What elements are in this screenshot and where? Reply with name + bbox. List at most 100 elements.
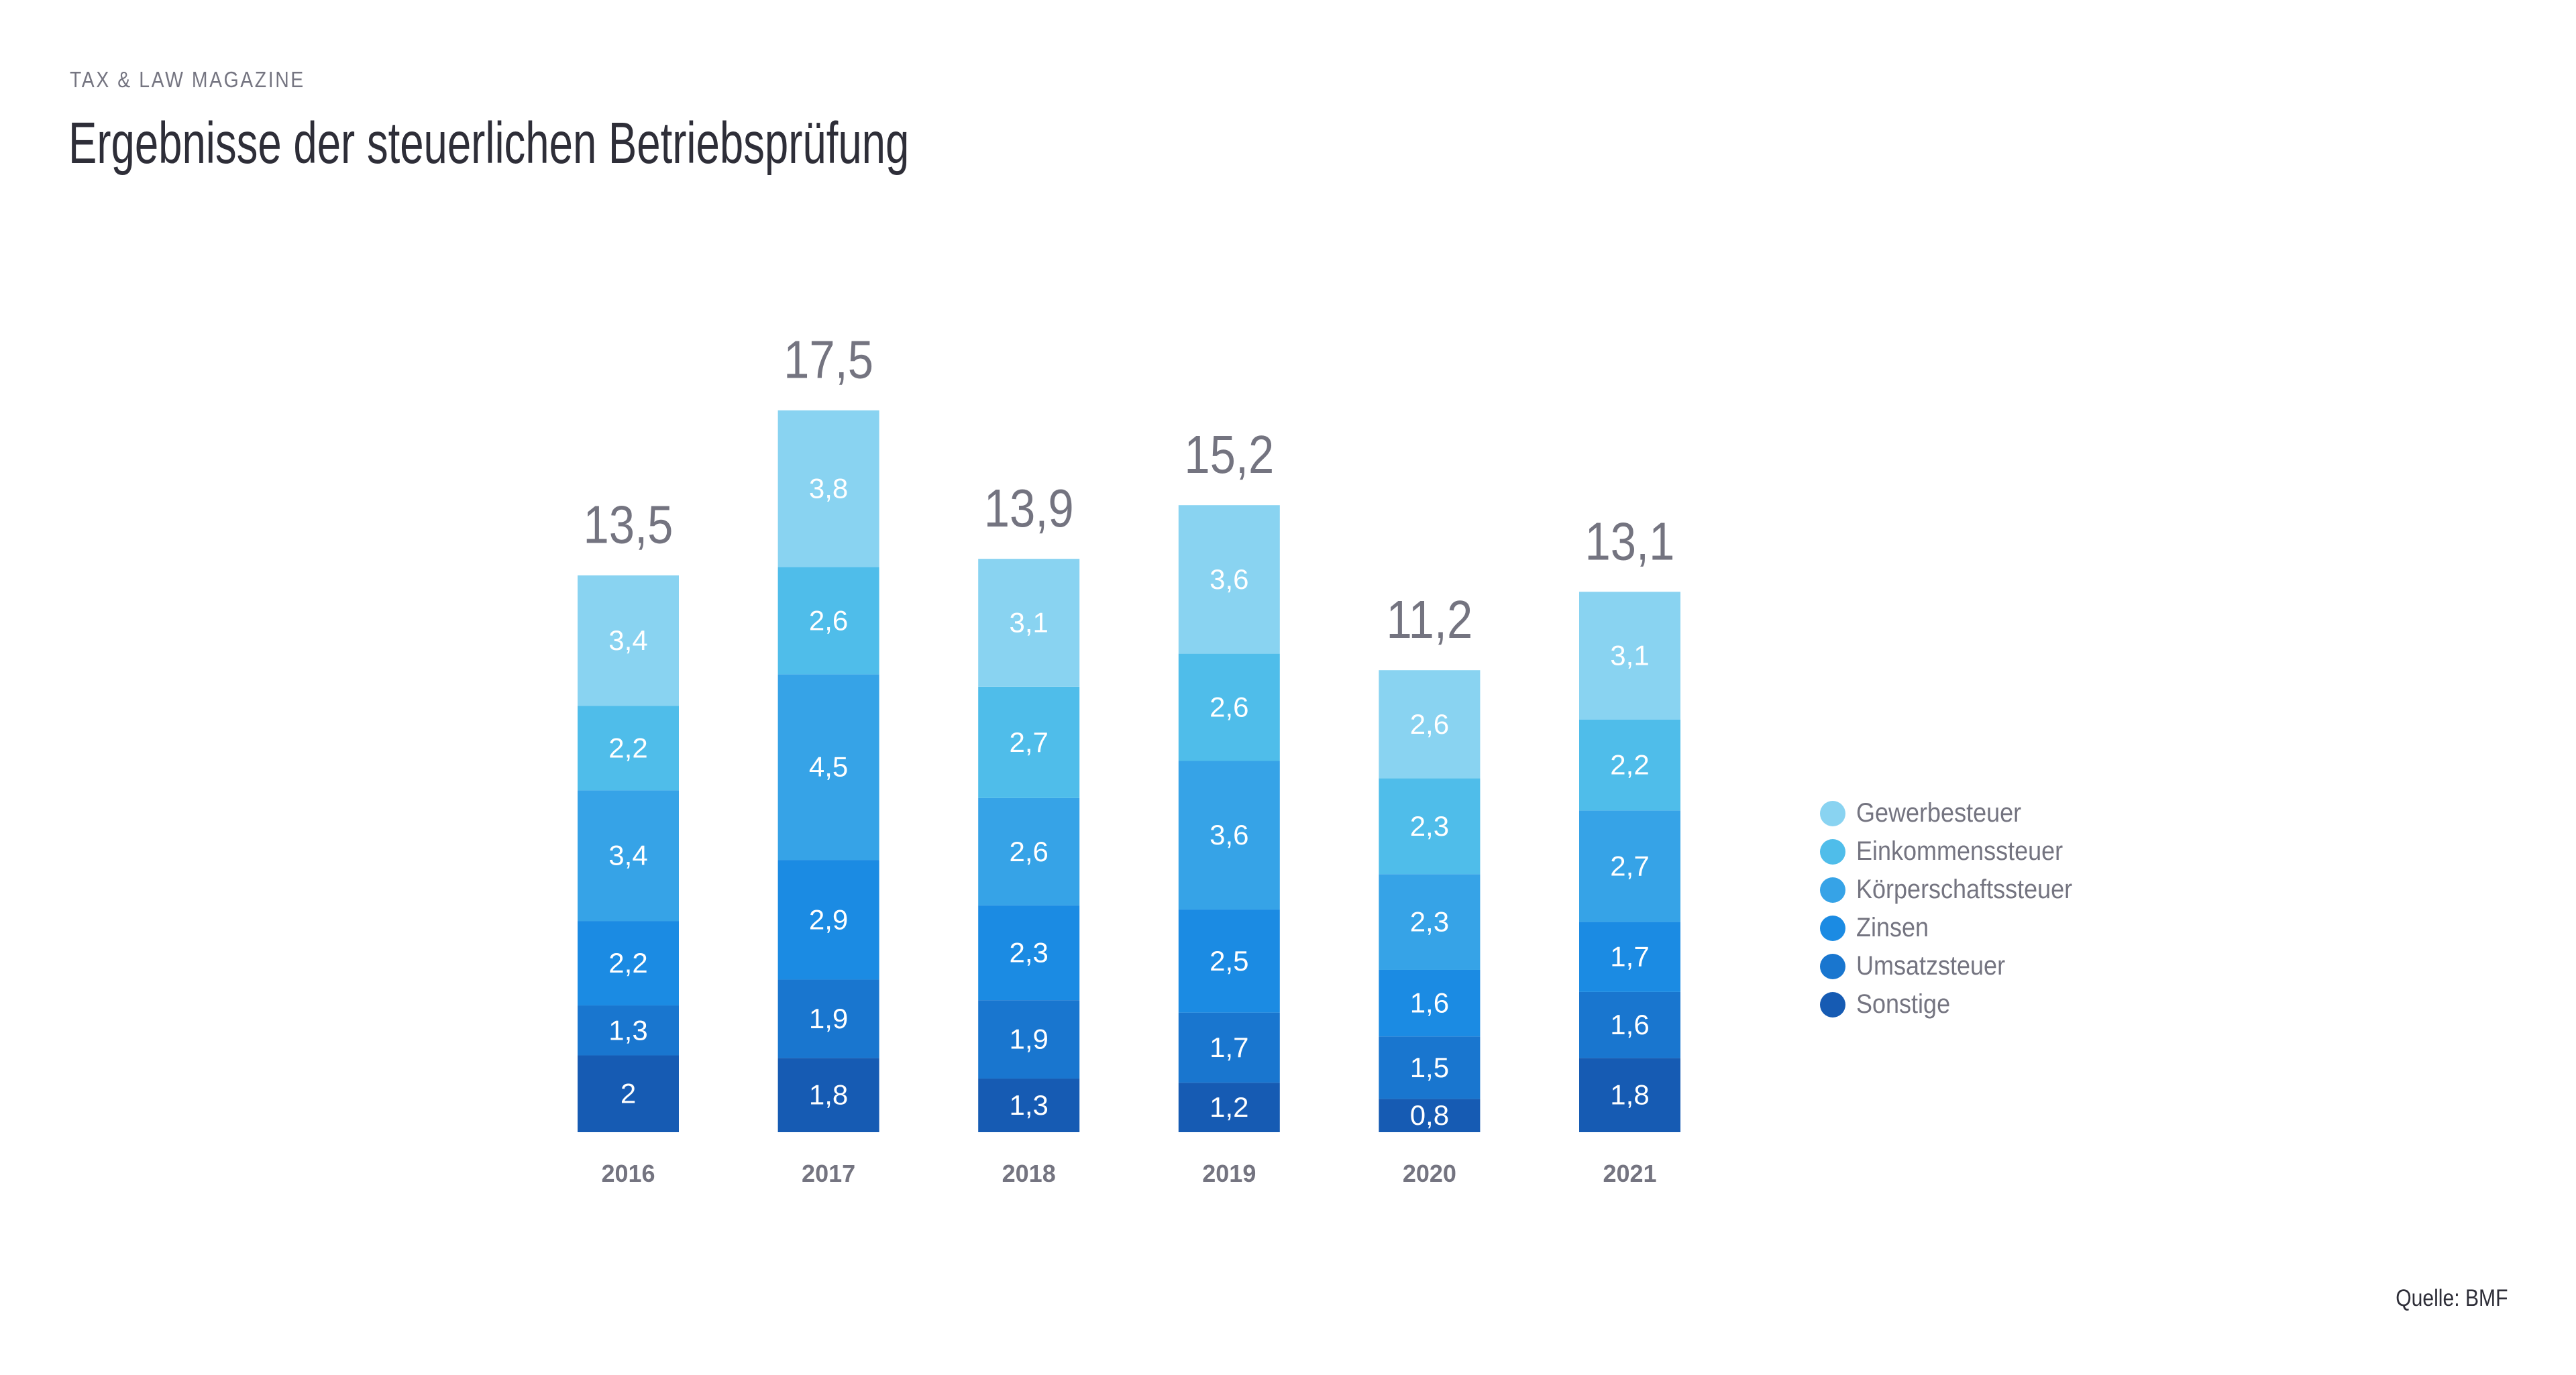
- magazine-label: TAX & LAW MAGAZINE: [70, 67, 305, 92]
- legend-label: Umsatzsteuer: [1856, 951, 2006, 981]
- bar-segment-2020-3: [1379, 874, 1481, 970]
- bar-segment-2016-3: [578, 790, 679, 922]
- segment-value-label: 1,8: [1610, 1079, 1649, 1111]
- bar-segment-2021-4: [1579, 720, 1680, 811]
- bar-segment-2017-3: [777, 674, 879, 861]
- bar-segment-2020-0: [1379, 1099, 1481, 1132]
- legend-item: Einkommenssteuer: [1820, 832, 2096, 871]
- bar-segment-2020-4: [1379, 778, 1481, 875]
- segment-value-label: 3,1: [1610, 640, 1649, 671]
- segment-value-label: 3,8: [809, 473, 848, 504]
- segment-value-label: 1,3: [608, 1014, 647, 1046]
- segment-value-label: 0,8: [1410, 1099, 1449, 1131]
- legend-swatch-icon: [1820, 991, 1845, 1018]
- segment-value-label: 4,5: [809, 751, 848, 783]
- segment-value-label: 3,6: [1210, 563, 1248, 595]
- segment-value-label: 1,6: [1610, 1009, 1649, 1040]
- segment-value-label: 2,3: [1410, 906, 1449, 938]
- segment-value-label: 1,3: [1010, 1089, 1049, 1121]
- bar-segment-2018-2: [978, 905, 1080, 1001]
- x-tick-label: 2020: [1403, 1160, 1456, 1187]
- segment-value-label: 2,7: [1610, 850, 1649, 881]
- bar-segment-2021-5: [1579, 592, 1680, 720]
- legend-label: Einkommenssteuer: [1856, 836, 2063, 866]
- legend-label: Sonstige: [1856, 989, 1951, 1019]
- segment-value-label: 1,6: [1410, 987, 1449, 1019]
- legend-item: Körperschaftssteuer: [1820, 871, 2096, 909]
- bar-segment-2017-4: [777, 567, 879, 675]
- segment-value-label: 1,8: [809, 1079, 848, 1111]
- segment-value-label: 2,2: [1610, 749, 1649, 781]
- bar-segment-2021-1: [1579, 991, 1680, 1058]
- total-value-label: 13,9: [984, 478, 1074, 538]
- legend-label: Gewerbesteuer: [1856, 798, 2022, 828]
- bar-segment-2018-4: [978, 686, 1080, 798]
- segment-value-label: 2,2: [608, 947, 647, 979]
- bar-segment-2017-0: [777, 1058, 879, 1132]
- bar-segment-2018-5: [978, 559, 1080, 687]
- legend-item: Gewerbesteuer: [1820, 794, 2096, 832]
- segment-value-label: 3,1: [1010, 606, 1049, 638]
- segment-value-label: 2,3: [1410, 810, 1449, 842]
- total-value-label: 13,5: [584, 494, 674, 555]
- bar-segment-2020-2: [1379, 969, 1481, 1037]
- segment-value-label: 1,5: [1410, 1052, 1449, 1083]
- segment-value-label: 2,6: [1210, 692, 1248, 723]
- segment-value-label: 2,9: [809, 903, 848, 935]
- bar-segment-2018-3: [978, 798, 1080, 905]
- total-value-label: 11,2: [1386, 589, 1472, 649]
- legend-swatch-icon: [1820, 953, 1845, 979]
- legend-item: Umsatzsteuer: [1820, 947, 2096, 985]
- segment-value-label: 3,4: [608, 840, 647, 871]
- segment-value-label: 2,7: [1010, 726, 1049, 758]
- bar-segment-2018-0: [978, 1079, 1080, 1132]
- bar-segment-2017-5: [777, 410, 879, 567]
- bar-segment-2018-1: [978, 1000, 1080, 1079]
- x-tick-label: 2018: [1002, 1160, 1056, 1187]
- segment-value-label: 1,7: [1610, 941, 1649, 973]
- x-tick-label: 2019: [1202, 1160, 1256, 1187]
- bar-segment-2021-0: [1579, 1058, 1680, 1132]
- segment-value-label: 1,2: [1210, 1091, 1248, 1123]
- segment-value-label: 2,6: [1010, 836, 1049, 867]
- segment-value-label: 2,6: [809, 604, 848, 636]
- segment-value-label: 2,2: [608, 732, 647, 763]
- bar-segment-2020-5: [1379, 670, 1481, 779]
- source-label: Quelle: BMF: [2395, 1285, 2508, 1311]
- bar-segment-2016-0: [578, 1055, 679, 1132]
- bar-segment-2016-4: [578, 706, 679, 791]
- total-value-label: 17,5: [784, 329, 873, 390]
- bar-segment-2019-0: [1178, 1083, 1280, 1132]
- total-value-label: 13,1: [1585, 510, 1675, 571]
- bar-segment-2020-1: [1379, 1036, 1481, 1099]
- bar-segment-2021-2: [1579, 922, 1680, 992]
- bar-segment-2019-2: [1178, 909, 1280, 1013]
- legend-item: Sonstige: [1820, 985, 2096, 1024]
- segment-value-label: 1,9: [809, 1003, 848, 1034]
- segment-value-label: 1,9: [1010, 1024, 1049, 1055]
- segment-value-label: 2,6: [1410, 708, 1449, 740]
- segment-value-label: 3,6: [1210, 819, 1248, 850]
- chart-legend: Gewerbesteuer Einkommenssteuer Körperschaf…: [1820, 794, 2096, 1024]
- bar-segment-2019-1: [1178, 1012, 1280, 1083]
- segment-value-label: 2: [621, 1078, 636, 1109]
- segment-value-label: 1,7: [1210, 1032, 1248, 1063]
- bar-segment-2021-3: [1579, 810, 1680, 922]
- bar-segment-2019-4: [1178, 653, 1280, 761]
- segment-value-label: 3,4: [608, 624, 647, 656]
- legend-swatch-icon: [1820, 877, 1845, 903]
- legend-swatch-icon: [1820, 800, 1845, 826]
- x-tick-label: 2017: [802, 1160, 855, 1187]
- segment-value-label: 2,5: [1210, 945, 1248, 977]
- bar-segment-2016-1: [578, 1005, 679, 1056]
- bar-segment-2017-1: [777, 979, 879, 1058]
- legend-swatch-icon: [1820, 915, 1845, 941]
- bar-segment-2016-5: [578, 575, 679, 706]
- legend-swatch-icon: [1820, 838, 1845, 865]
- chart-title: Ergebnisse der steuerlichen Betriebsprüf…: [68, 111, 910, 176]
- x-tick-label: 2021: [1603, 1160, 1656, 1187]
- x-tick-label: 2016: [601, 1160, 655, 1187]
- bar-segment-2016-2: [578, 921, 679, 1006]
- legend-label: Körperschaftssteuer: [1856, 875, 2073, 904]
